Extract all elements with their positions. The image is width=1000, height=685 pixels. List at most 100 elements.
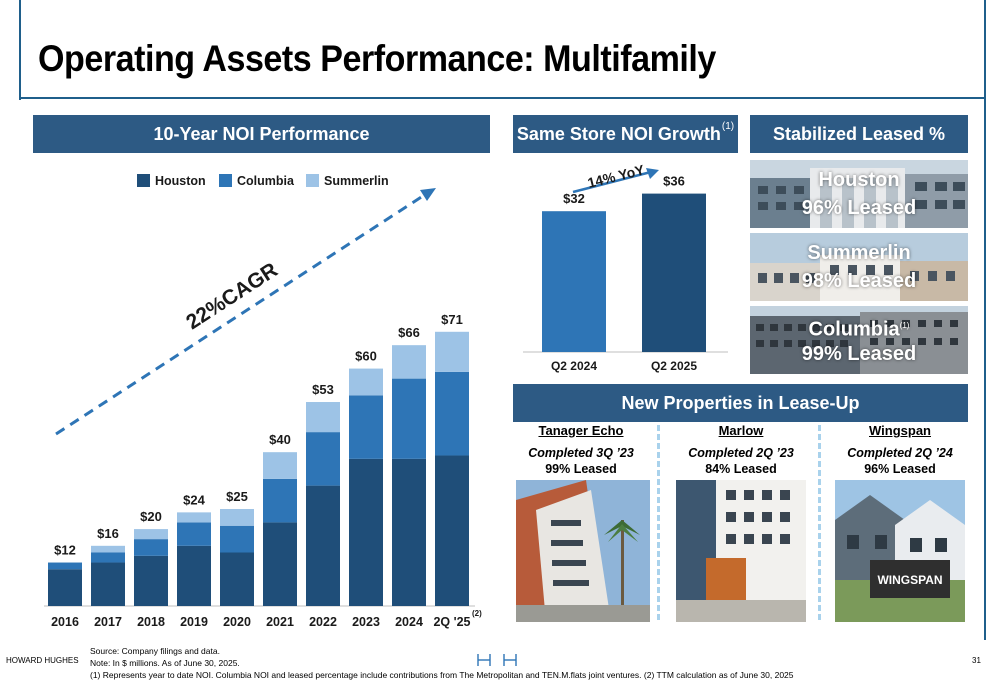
- property-leased: 96% Leased: [864, 462, 936, 476]
- bar-segment-columbia: [177, 522, 211, 546]
- columbia-building-image: [750, 306, 968, 374]
- bar-segment-columbia: [349, 395, 383, 459]
- x-tick-label: 2020: [223, 615, 251, 629]
- same-store-banner: Same Store NOI Growth (1): [513, 115, 738, 153]
- page-number: 31: [972, 656, 981, 665]
- divider-dashed: [657, 425, 660, 620]
- stabilized-banner: Stabilized Leased %: [750, 115, 968, 153]
- property-leased: 99% Leased: [545, 462, 617, 476]
- x-tick-label: Q2 2024: [551, 359, 597, 373]
- houston-building-image: [750, 160, 968, 228]
- noi-stacked-bar-chart: Houston Columbia Summerlin $12 2016 $16 2017 $2…: [44, 174, 482, 629]
- houston-leased-tile: Houston 96% Leased: [750, 160, 968, 228]
- property-marlow: Marlow Completed 2Q ’23 84% Leased: [666, 423, 816, 476]
- property-tanager-echo: Tanager Echo Completed 3Q ’23 99% Leased: [506, 423, 656, 476]
- tanager-echo-photo: [516, 480, 650, 622]
- x-tick-label: 2019: [180, 615, 208, 629]
- summerlin-building-image: [750, 233, 968, 301]
- bar-segment-summerlin: [306, 402, 340, 433]
- bar-segment-summerlin: [134, 529, 168, 540]
- bar-segment-summerlin: [220, 509, 254, 526]
- legend-label-houston: Houston: [155, 174, 206, 188]
- legend-label-columbia: Columbia: [237, 174, 295, 188]
- bar-segment-houston: [349, 458, 383, 606]
- bar-segment-columbia: [263, 478, 297, 523]
- bar-segment-houston: [48, 569, 82, 606]
- cagr-trend-line: [55, 192, 427, 436]
- bar-segment-houston: [263, 522, 297, 606]
- divider-dashed: [818, 425, 821, 620]
- page-title: Operating Assets Performance: Multifamil…: [38, 38, 716, 79]
- right-accent-rule: [984, 0, 986, 640]
- ttm-footnote: (2): [472, 609, 482, 618]
- bar-segment-columbia: [392, 378, 426, 459]
- bar-segment-summerlin: [392, 345, 426, 379]
- summerlin-leased-tile: Summerlin 98% Leased: [750, 233, 968, 301]
- noi-banner: 10-Year NOI Performance: [33, 115, 490, 153]
- bar-total-label: $16: [97, 526, 119, 541]
- wingspan-photo: WINGSPAN: [835, 480, 965, 622]
- footer-notes: Source: Company filings and data. Note: …: [90, 645, 794, 681]
- x-tick-label: 2018: [137, 615, 165, 629]
- wingspan-sign-text: WINGSPAN: [877, 573, 942, 587]
- bar-segment-columbia: [134, 539, 168, 556]
- property-wingspan: Wingspan Completed 2Q ’24 96% Leased: [825, 423, 975, 476]
- x-tick-label: 2022: [309, 615, 337, 629]
- footer-note: (1) Represents year to date NOI. Columbi…: [90, 670, 794, 680]
- x-tick-label: 2016: [51, 615, 79, 629]
- bar-segment-columbia: [306, 432, 340, 486]
- x-tick-label: 2Q '25: [433, 615, 470, 629]
- bar-total-label: $25: [226, 489, 248, 504]
- property-name: Wingspan: [869, 423, 931, 438]
- bar-segment-houston: [306, 485, 340, 606]
- summerlin-city: Summerlin: [807, 242, 911, 264]
- bar-segment-columbia: [48, 562, 82, 570]
- yoy-arrowhead: [646, 168, 659, 179]
- bar-total-label: $24: [183, 492, 205, 507]
- bar-segment-summerlin: [349, 368, 383, 396]
- same-store-banner-label: Same Store NOI Growth: [516, 123, 721, 144]
- bar-total-label: $53: [312, 382, 334, 397]
- left-accent-rule: [19, 0, 21, 100]
- houston-city: Houston: [818, 169, 900, 191]
- legend-swatch-summerlin: [306, 174, 319, 187]
- footer-note: Source: Company filings and data.: [90, 646, 220, 656]
- property-completed: Completed 3Q ’23: [528, 446, 634, 460]
- bar-segment-columbia: [220, 525, 254, 553]
- lease-up-banner-label: New Properties in Lease-Up: [621, 392, 860, 413]
- property-leased: 84% Leased: [705, 462, 777, 476]
- bar-total-label: $12: [54, 543, 76, 558]
- property-completed: Completed 2Q ’23: [688, 446, 794, 460]
- columbia-city: Columbia(1): [808, 318, 910, 341]
- cagr-arrowhead: [420, 188, 436, 201]
- legend-swatch-columbia: [219, 174, 232, 187]
- same-store-bar: [542, 211, 606, 352]
- yoy-arrow-line: [572, 170, 652, 194]
- bar-segment-columbia: [91, 552, 125, 563]
- bar-segment-houston: [435, 455, 469, 606]
- bar-segment-houston: [392, 458, 426, 606]
- x-tick-label: 2024: [395, 615, 423, 629]
- bar-segment-houston: [220, 552, 254, 606]
- bar-total-label: $66: [398, 325, 420, 340]
- noi-banner-label: 10-Year NOI Performance: [153, 123, 370, 144]
- bar-segment-summerlin: [177, 512, 211, 523]
- bar-segment-summerlin: [263, 452, 297, 479]
- marlow-photo: [676, 480, 806, 622]
- legend-label-summerlin: Summerlin: [324, 174, 389, 188]
- same-store-bar-chart: $32 Q2 2024 $36 Q2 2025 14% YoY: [523, 161, 728, 373]
- bar-total-label: $20: [140, 509, 162, 524]
- bar-segment-summerlin: [435, 331, 469, 372]
- bar-segment-houston: [91, 562, 125, 606]
- columbia-leased-tile: Columbia(1) 99% Leased: [750, 306, 968, 374]
- x-tick-label: 2023: [352, 615, 380, 629]
- x-tick-label: Q2 2025: [651, 359, 697, 373]
- columbia-leased: 99% Leased: [801, 343, 917, 365]
- x-tick-label: 2021: [266, 615, 294, 629]
- legend-swatch-houston: [137, 174, 150, 187]
- footer-note: Note: In $ millions. As of June 30, 2025…: [90, 658, 240, 668]
- footer-brand: HOWARD HUGHES: [6, 656, 79, 665]
- houston-leased: 96% Leased: [801, 197, 917, 219]
- summerlin-leased: 98% Leased: [801, 270, 917, 292]
